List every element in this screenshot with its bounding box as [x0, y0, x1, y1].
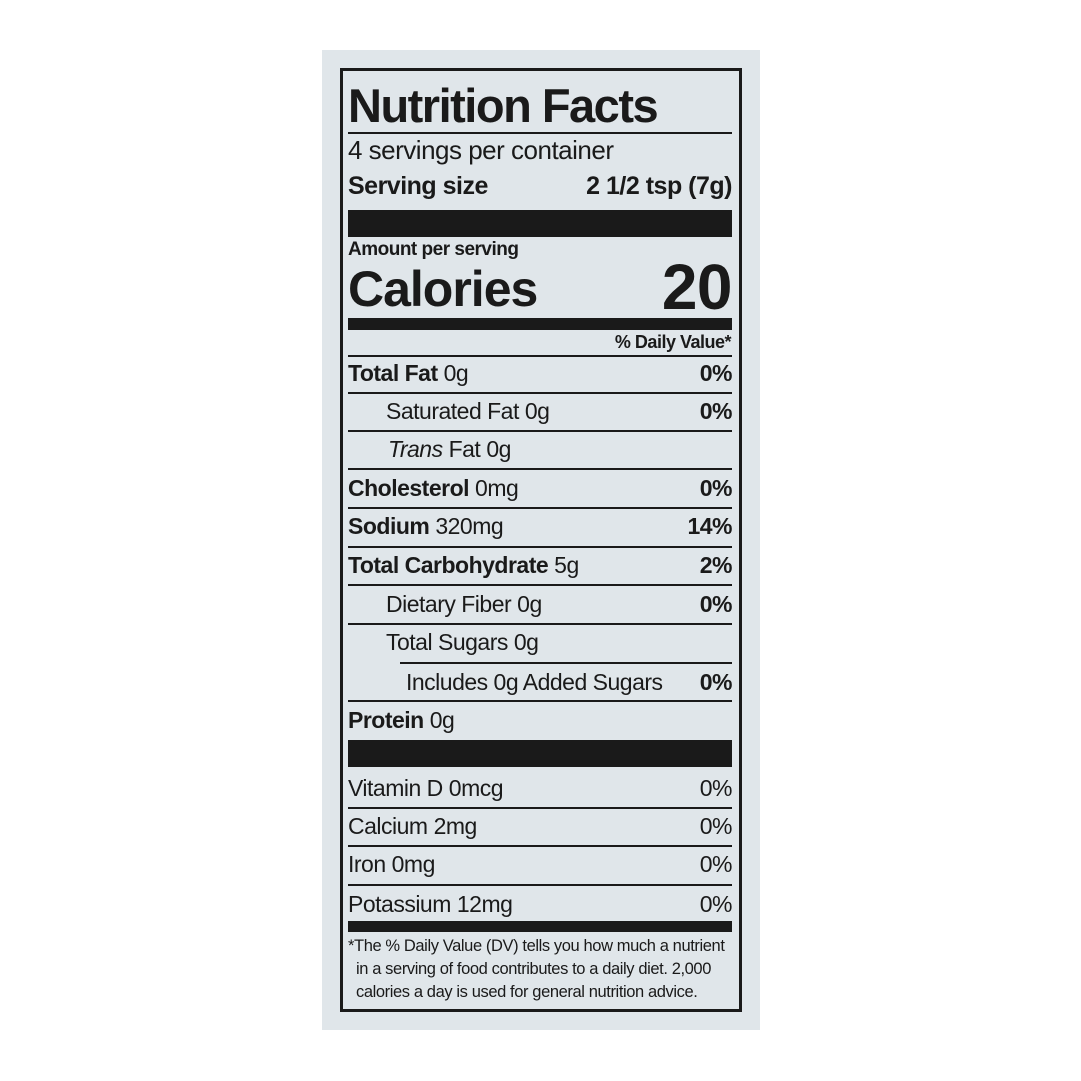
- vitamin-label: Iron: [348, 851, 386, 877]
- nutrient-row: Total Carbohydrate 5g 2%: [348, 548, 733, 582]
- vitamin-label: Vitamin D: [348, 775, 443, 801]
- nutrient-row: Protein 0g: [348, 703, 732, 737]
- nutrient-row: Includes 0g Added Sugars 0%: [348, 665, 733, 699]
- rule: [348, 623, 732, 625]
- rule: [348, 546, 732, 548]
- nutrient-row: Saturated Fat 0g 0%: [348, 394, 733, 428]
- footnote-line: *The % Daily Value (DV) tells you how mu…: [348, 937, 725, 955]
- nutrient-amount: 0g: [524, 398, 550, 424]
- nutrient-amount: 5g: [554, 552, 579, 578]
- rule: [348, 700, 732, 702]
- thick-rule: [348, 740, 732, 767]
- nutrient-dv: 0%: [699, 360, 733, 386]
- nutrient-amount: 320mg: [435, 513, 504, 539]
- nutrient-label: Total Sugars: [386, 629, 508, 655]
- nutrient-label: Total Carbohydrate: [348, 552, 549, 578]
- vitamin-label: Potassium: [348, 891, 451, 917]
- nutrient-amount: 0g: [429, 707, 455, 733]
- rule: [348, 468, 732, 470]
- serving-size-label: Serving size: [348, 172, 488, 200]
- vitamin-dv: 0%: [699, 891, 733, 917]
- vitamin-row: Vitamin D 0mcg 0%: [348, 771, 733, 805]
- nutrient-amount: 0g: [443, 360, 469, 386]
- daily-value-header: % Daily Value*: [614, 332, 732, 352]
- servings: 4 servings per container: [348, 135, 614, 165]
- rule: [348, 507, 732, 509]
- nutrient-label: Cholesterol: [348, 475, 470, 501]
- rule: [348, 355, 732, 357]
- rule: [348, 392, 732, 394]
- vitamin-row: Calcium 2mg 0%: [348, 809, 733, 843]
- nutrient-row: Sodium 320mg 14%: [348, 509, 732, 543]
- title: Nutrition Facts: [348, 79, 659, 132]
- rule: [348, 132, 732, 134]
- calories-label: Calories: [348, 261, 538, 317]
- rule: [348, 430, 732, 432]
- nutrient-label: Includes 0g Added Sugars: [406, 669, 663, 695]
- nutrient-amount: 0g: [486, 436, 511, 462]
- nutrient-label: Sodium: [348, 513, 430, 539]
- vitamin-amount: 2mg: [433, 813, 478, 839]
- nutrient-label: Fat: [448, 436, 481, 462]
- nutrient-dv: 14%: [687, 513, 732, 539]
- thick-rule: [348, 921, 732, 932]
- rule: [400, 662, 732, 664]
- nutrient-amount: 0g: [513, 629, 539, 655]
- rule: [348, 584, 732, 586]
- vitamin-amount: 0mg: [391, 851, 436, 877]
- nutrient-dv: 0%: [699, 591, 733, 617]
- rule: [348, 884, 732, 886]
- vitamin-dv: 0%: [699, 851, 733, 877]
- nutrient-row: Dietary Fiber 0g 0%: [348, 587, 733, 621]
- nutrient-dv: 0%: [699, 398, 733, 424]
- nutrient-dv: 0%: [699, 475, 733, 501]
- nutrient-row: Total Sugars 0g: [348, 625, 732, 659]
- vitamin-row: Potassium 12mg 0%: [348, 887, 733, 921]
- vitamin-dv: 0%: [699, 775, 733, 801]
- footnote-line: calories a day is used for general nutri…: [356, 983, 698, 1001]
- nutrient-amount: 0mg: [475, 475, 519, 501]
- thick-rule: [348, 318, 732, 330]
- serving-size-value: 2 1/2 tsp (7g): [586, 172, 732, 200]
- amount-per-serving: Amount per serving: [348, 239, 519, 260]
- nutrient-label: Dietary Fiber: [386, 591, 512, 617]
- nutrient-dv: 2%: [699, 552, 733, 578]
- vitamin-dv: 0%: [699, 813, 733, 839]
- nutrient-label: Protein: [348, 707, 424, 733]
- footnote-line: in a serving of food contributes to a da…: [356, 960, 711, 978]
- rule: [348, 807, 732, 809]
- vitamin-amount: 12mg: [456, 891, 513, 917]
- calories-value: 20: [661, 251, 733, 323]
- nutrient-row: Trans Fat 0g: [348, 432, 732, 466]
- label-frame: [340, 68, 742, 1012]
- nutrient-row: Cholesterol 0mg 0%: [348, 471, 733, 505]
- vitamin-amount: 0mcg: [448, 775, 504, 801]
- nutrient-label: Saturated Fat: [386, 398, 519, 424]
- rule: [348, 845, 732, 847]
- nutrient-amount: 0g: [517, 591, 542, 617]
- vitamin-label: Calcium: [348, 813, 428, 839]
- nutrient-dv: 0%: [699, 669, 733, 695]
- serving-size-row: Serving size 2 1/2 tsp (7g): [348, 169, 732, 203]
- thick-rule: [348, 210, 732, 237]
- nutrient-label-italic: Trans: [388, 436, 443, 462]
- vitamin-row: Iron 0mg 0%: [348, 847, 733, 881]
- nutrient-label: Total Fat: [348, 360, 438, 386]
- nutrient-row: Total Fat 0g 0%: [348, 356, 733, 390]
